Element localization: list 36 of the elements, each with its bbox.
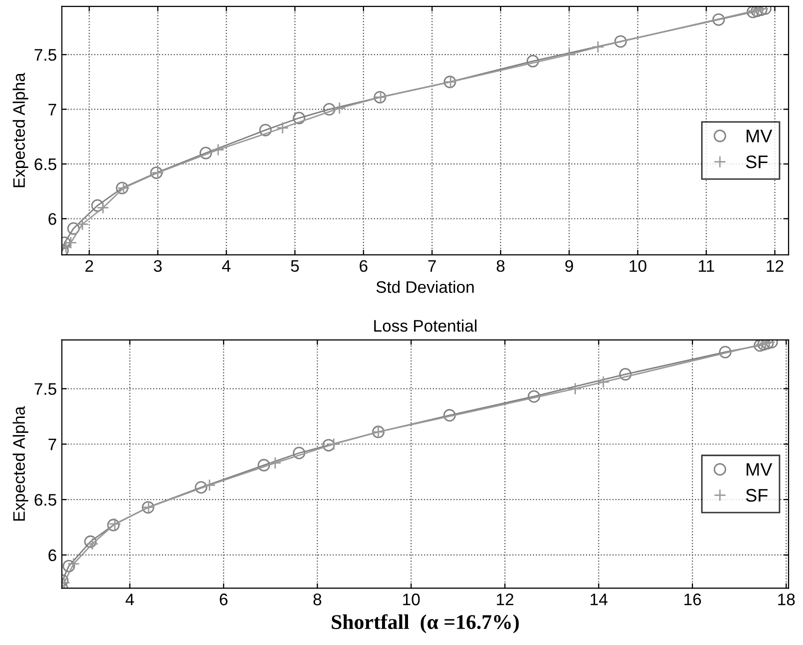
x-tick-label: 9 xyxy=(565,260,574,272)
x-tick-label: 6 xyxy=(220,594,228,606)
y-tick-label: 7 xyxy=(48,438,56,450)
x-tick-label: 5 xyxy=(290,260,299,272)
y-tick-label: 7.5 xyxy=(34,383,56,395)
x-tick-label: 16 xyxy=(684,594,701,606)
y-tick-label: 6.5 xyxy=(34,158,56,170)
legend-label: MV xyxy=(746,130,772,142)
legend-label: SF xyxy=(746,488,768,502)
x-tick-label: 7 xyxy=(428,260,436,272)
x-tick-label: 4 xyxy=(126,594,134,606)
x-tick-label: 6 xyxy=(360,260,368,272)
legend-label: MV xyxy=(746,463,772,476)
x-tick-label: 12 xyxy=(496,594,514,606)
chart-title: Loss Potential xyxy=(374,320,476,332)
y-tick-label: 6 xyxy=(48,213,56,225)
x-tick-label: 10 xyxy=(403,594,420,606)
x-tick-label: 12 xyxy=(766,260,784,272)
x-tick-label: 2 xyxy=(85,260,94,272)
x-axis-title: Shortfall (α =16.7%) xyxy=(332,614,519,634)
y-tick-label: 7.5 xyxy=(34,49,56,61)
x-tick-label: 8 xyxy=(313,594,322,606)
x-tick-label: 3 xyxy=(154,260,162,272)
x-tick-label: 8 xyxy=(496,260,505,272)
y-axis-title: Expected Alpha xyxy=(12,72,28,188)
y-tick-label: 6.5 xyxy=(34,494,56,506)
legend-label: SF xyxy=(746,155,768,168)
y-tick-label: 6 xyxy=(48,549,56,562)
y-tick-label: 7 xyxy=(48,104,56,116)
y-axis-title: Expected Alpha xyxy=(12,406,28,521)
x-tick-label: 18 xyxy=(778,594,795,606)
x-tick-label: 4 xyxy=(222,260,231,272)
x-axis-title: Std Deviation xyxy=(376,280,474,293)
x-tick-label: 10 xyxy=(630,260,646,272)
x-tick-label: 14 xyxy=(590,594,608,606)
x-tick-label: 11 xyxy=(698,260,714,272)
